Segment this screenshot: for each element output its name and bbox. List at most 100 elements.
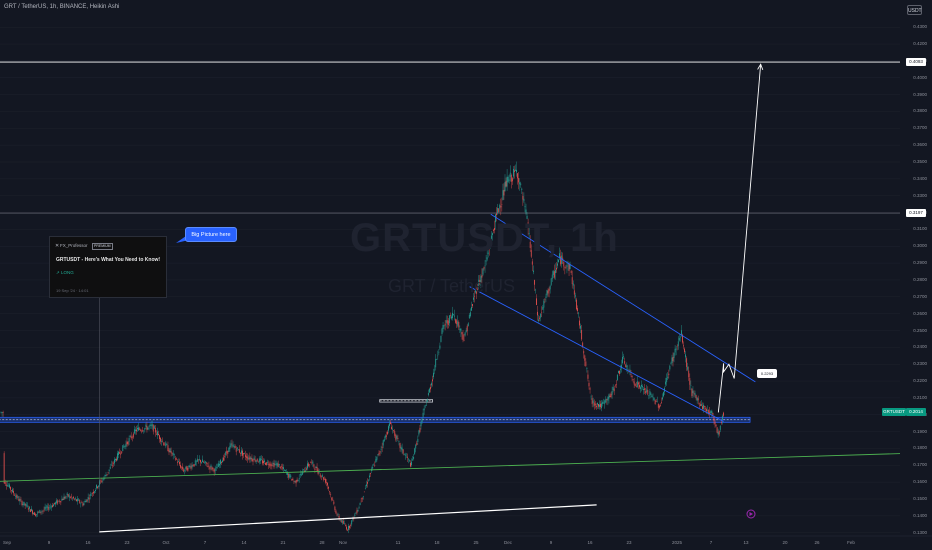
candle-body bbox=[41, 511, 43, 513]
candle-body bbox=[57, 500, 59, 504]
candle-body bbox=[688, 370, 690, 378]
candle-body bbox=[440, 335, 442, 342]
candle-body bbox=[259, 458, 261, 461]
candle-body bbox=[589, 388, 591, 390]
candle-body bbox=[510, 174, 512, 182]
candle-body bbox=[238, 449, 240, 453]
candle-body bbox=[667, 376, 669, 379]
tv-logo-icon: ✕ bbox=[55, 243, 60, 249]
candle-body bbox=[430, 387, 431, 390]
candle-body bbox=[158, 433, 159, 436]
candle-body bbox=[583, 351, 585, 354]
candle-body bbox=[274, 464, 276, 465]
candle-body bbox=[279, 466, 281, 469]
candle-body bbox=[581, 330, 583, 340]
candle-body bbox=[263, 461, 264, 464]
candle-body bbox=[5, 484, 7, 486]
candle-body bbox=[418, 430, 420, 435]
x-tick-label: 16 bbox=[85, 540, 91, 545]
candle-body bbox=[506, 176, 508, 187]
candle-body bbox=[229, 445, 231, 449]
candle-body bbox=[322, 477, 324, 480]
candle-body bbox=[713, 416, 715, 422]
y-tick-label: 0.3700 bbox=[913, 125, 927, 131]
green-support bbox=[0, 452, 932, 482]
candle-body bbox=[306, 468, 307, 470]
candle-body bbox=[156, 433, 157, 435]
candle-body bbox=[75, 498, 76, 500]
candle-body bbox=[228, 447, 230, 453]
y-tick-label: 0.2900 bbox=[913, 260, 927, 266]
candle-body bbox=[295, 480, 297, 484]
candle-body bbox=[330, 494, 332, 495]
candle-body bbox=[409, 460, 410, 462]
candle-body bbox=[358, 507, 360, 508]
candle-body bbox=[181, 466, 182, 468]
candle-body bbox=[244, 453, 245, 454]
candle-body bbox=[301, 471, 303, 475]
candle-body bbox=[368, 480, 369, 482]
candle-body bbox=[66, 493, 68, 496]
candle-body bbox=[215, 467, 217, 468]
candle-body bbox=[248, 458, 250, 460]
candle-body bbox=[288, 473, 290, 478]
candle-body bbox=[466, 325, 468, 332]
candle-body bbox=[236, 447, 238, 449]
currency-button[interactable]: USDT bbox=[907, 5, 922, 15]
candle-body bbox=[204, 462, 206, 464]
candle-body bbox=[577, 308, 578, 311]
idea-direction: ↗ LONG bbox=[56, 270, 74, 276]
candle-body bbox=[452, 312, 453, 319]
candle-body bbox=[439, 345, 441, 349]
candle-body bbox=[468, 314, 470, 319]
x-tick-label: 9 bbox=[549, 540, 553, 545]
candle-body bbox=[714, 421, 716, 425]
candle-body bbox=[481, 275, 483, 278]
candle-body bbox=[123, 446, 125, 448]
idea-title[interactable]: GRTUSDT - Here's What You Need to Know! bbox=[56, 257, 161, 263]
candle-body bbox=[671, 357, 673, 363]
price-label: 0.3197 bbox=[906, 209, 926, 218]
candle-body bbox=[225, 452, 227, 456]
candle-body bbox=[694, 393, 696, 396]
projection bbox=[717, 64, 762, 413]
candle-body bbox=[289, 474, 291, 478]
price-label: 0.2014 bbox=[906, 408, 926, 417]
candle-body bbox=[663, 392, 664, 397]
candle-body bbox=[692, 390, 694, 394]
candle-body bbox=[105, 475, 107, 477]
candle-body bbox=[477, 288, 479, 290]
candle-body bbox=[193, 464, 195, 467]
candle-body bbox=[297, 479, 299, 481]
candle-body bbox=[627, 368, 629, 370]
candle-body bbox=[159, 435, 160, 440]
candle-body bbox=[320, 476, 322, 477]
candle-body bbox=[562, 257, 564, 259]
candle-body bbox=[256, 458, 258, 462]
candle-body bbox=[51, 506, 52, 508]
candle-body bbox=[634, 383, 636, 387]
candle-body bbox=[662, 397, 663, 400]
candle-body bbox=[342, 520, 344, 524]
candle-body bbox=[171, 452, 173, 454]
candle-body bbox=[128, 438, 130, 442]
candle-body bbox=[698, 403, 700, 404]
candle-body bbox=[425, 405, 427, 406]
idea-card[interactable]: ✕ FX_Professor PREMIUM GRTUSDT - Here's … bbox=[49, 236, 167, 298]
candle-body bbox=[612, 386, 614, 391]
callout-bubble[interactable]: Big Picture here bbox=[185, 227, 237, 242]
candle-body bbox=[465, 330, 467, 333]
candle-body bbox=[532, 270, 534, 273]
candle-body bbox=[39, 510, 41, 514]
idea-author[interactable]: FX_Professor bbox=[60, 243, 88, 248]
candle-body bbox=[499, 204, 501, 209]
candle-body bbox=[130, 435, 132, 439]
candle-body bbox=[615, 384, 617, 385]
replay-icon[interactable] bbox=[746, 509, 756, 519]
grid bbox=[0, 26, 900, 533]
candle-body bbox=[191, 464, 193, 468]
candle-body bbox=[544, 299, 546, 301]
candle-body bbox=[192, 465, 194, 467]
candle-body bbox=[570, 270, 572, 274]
candle-body bbox=[455, 319, 457, 323]
